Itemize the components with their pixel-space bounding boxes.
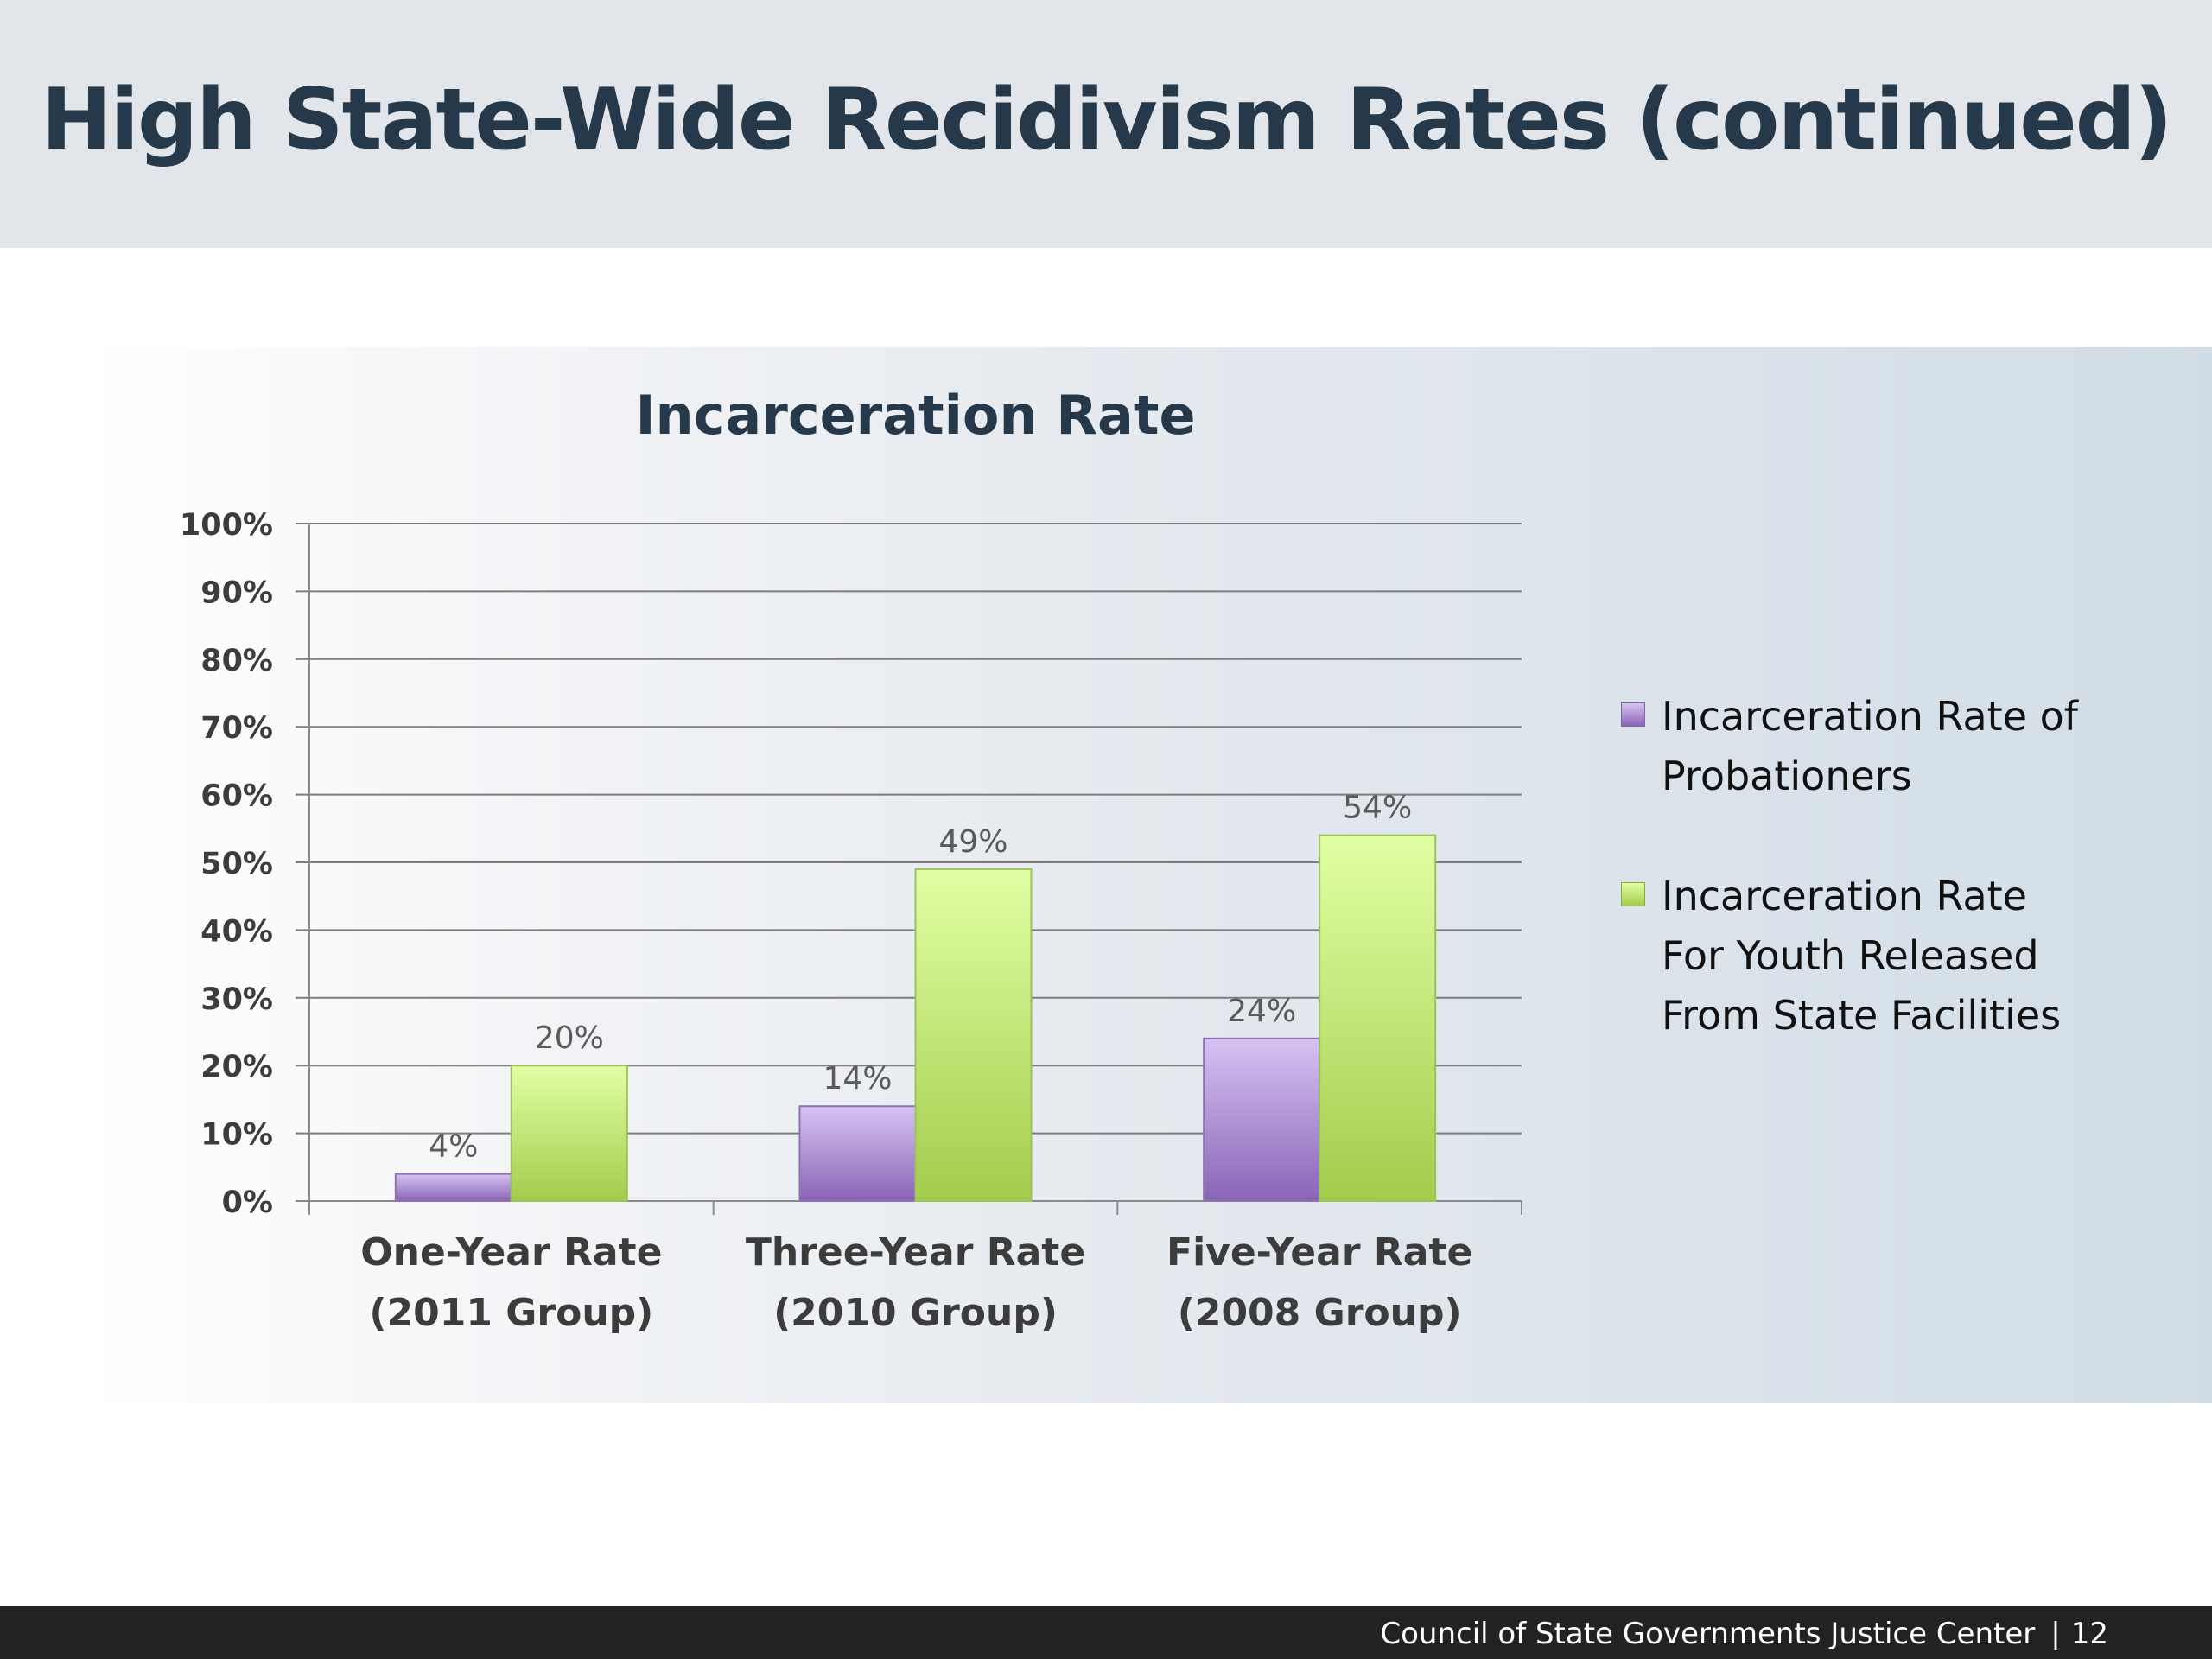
legend-item-probationers: Incarceration Rate of Probationers: [1621, 687, 2122, 806]
legend-swatch-probationers: [1621, 702, 1645, 727]
legend-label-youth-released: Incarceration Rate For Youth Released From…: [1662, 867, 2122, 1046]
x-category-label: Three-Year Rate: [746, 1230, 1085, 1274]
bar-probationers: [798, 1105, 917, 1202]
y-tick-label: 20%: [200, 1050, 273, 1084]
footer-org: Council of State Governments Justice Cen…: [1380, 1617, 2036, 1651]
y-tick-label: 70%: [200, 711, 273, 746]
y-tick-label: 100%: [180, 508, 273, 543]
y-tick-label: 90%: [200, 575, 273, 610]
x-category-label: (2010 Group): [773, 1291, 1058, 1335]
data-label: 54%: [1343, 791, 1412, 826]
slide-title: High State-Wide Recidivism Rates (contin…: [41, 71, 2172, 169]
data-label: 4%: [429, 1129, 478, 1165]
footer-bar: Council of State Governments Justice Cen…: [0, 1606, 2212, 1659]
bar-probationers: [1203, 1037, 1321, 1203]
data-label: 20%: [535, 1020, 604, 1056]
footer-text: Council of State Governments Justice Cen…: [1380, 1617, 2108, 1651]
x-category-label: (2008 Group): [1178, 1291, 1462, 1335]
y-tick-label: 60%: [200, 779, 273, 814]
legend-label-line: Probationers: [1662, 753, 1912, 799]
chart-title: Incarceration Rate: [635, 384, 1195, 447]
bar-youth-released: [1319, 834, 1437, 1202]
footer-separator: |: [2050, 1617, 2061, 1651]
y-tick-label: 50%: [200, 847, 273, 881]
bar-probationers: [394, 1173, 512, 1203]
y-tick-label: 80%: [200, 644, 273, 678]
legend-label-probationers: Incarceration Rate of Probationers: [1662, 687, 2122, 806]
chart-panel: Incarceration Rate 0% 10% 20% 30% 40% 50% 60% 70…: [86, 347, 2212, 1403]
legend-swatch-youth-released: [1621, 882, 1645, 906]
x-category-label: Five-Year Rate: [1166, 1230, 1472, 1274]
data-label: 49%: [938, 824, 1007, 860]
y-tick-label: 30%: [200, 982, 273, 1017]
bar-youth-released: [510, 1065, 628, 1203]
bar-chart: Incarceration Rate 0% 10% 20% 30% 40% 50% 60% 70…: [180, 384, 1522, 1335]
y-tick-label: 10%: [200, 1118, 273, 1153]
y-tick-label: 0%: [222, 1185, 273, 1220]
x-category-label: One-Year Rate: [360, 1230, 662, 1274]
page-number: 12: [2070, 1617, 2108, 1651]
legend-label-line: Incarceration Rate: [1662, 873, 2028, 919]
legend-label-line: Incarceration Rate of: [1662, 693, 2078, 740]
data-label: 24%: [1227, 994, 1296, 1029]
x-category-label: (2011 Group): [369, 1291, 653, 1335]
chart-legend: Incarceration Rate of Probationers Incarc…: [1621, 687, 2122, 1106]
legend-label-line: For Youth Released: [1662, 932, 2039, 979]
title-bar: High State-Wide Recidivism Rates (contin…: [0, 0, 2212, 248]
legend-label-line: From State Facilities: [1662, 992, 2062, 1039]
y-tick-label: 40%: [200, 914, 273, 949]
data-label: 14%: [823, 1061, 892, 1096]
legend-item-youth-released: Incarceration Rate For Youth Released From…: [1621, 867, 2122, 1046]
bar-youth-released: [914, 868, 1033, 1203]
